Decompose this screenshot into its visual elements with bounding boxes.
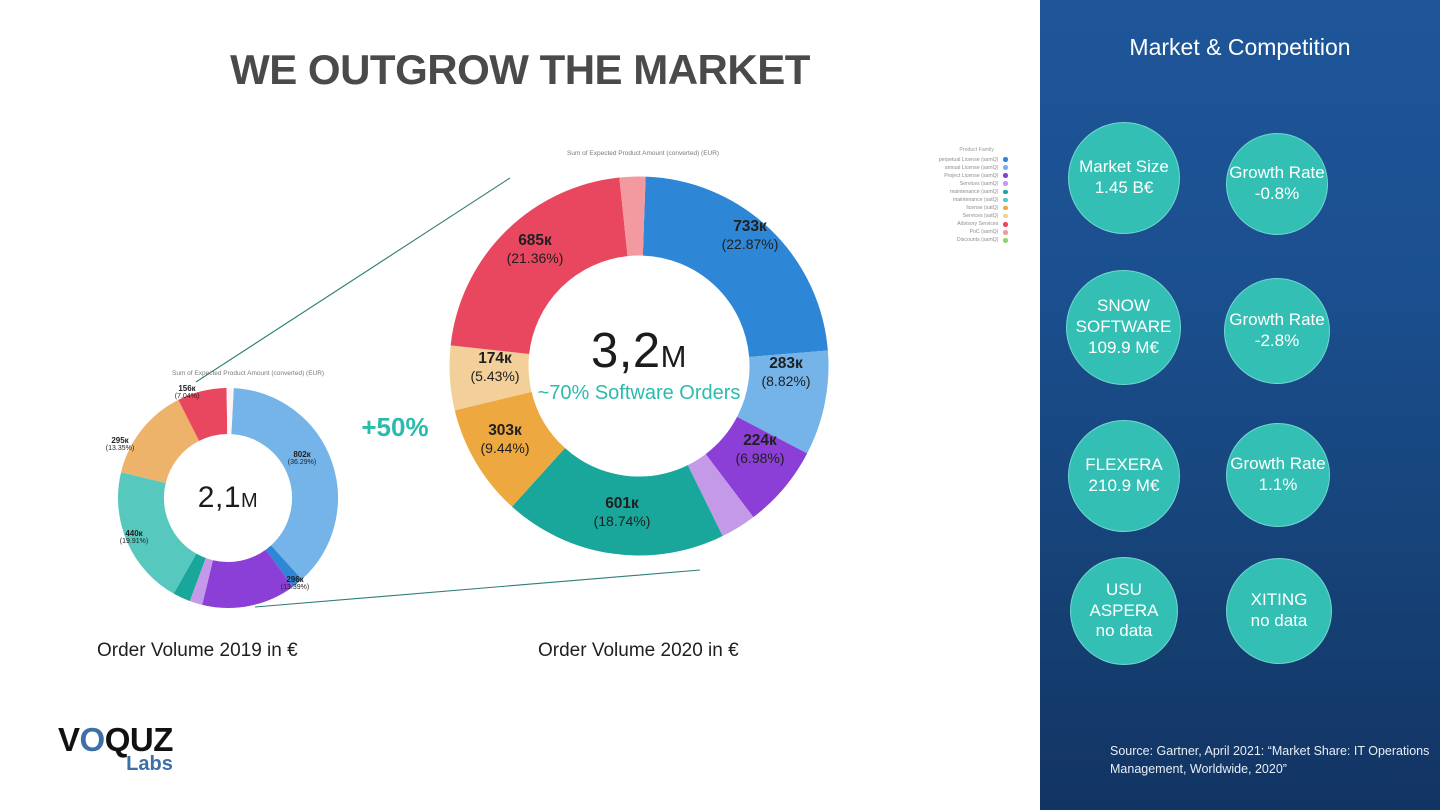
legend-item[interactable]: Discounts (samQ): [912, 237, 1008, 243]
legend-item-label: license (satQ): [966, 205, 999, 212]
legend-item[interactable]: annual License (samQ): [912, 165, 1008, 171]
legend-item-label: Services (satQ): [962, 213, 999, 220]
chart-legend: Product Family perpetual License (samQ) a…: [912, 147, 1008, 246]
metric-bubble-growth-rate-market[interactable]: Growth Rate -0.8%: [1226, 133, 1328, 235]
metric-bubble-xiting[interactable]: XITING no data: [1226, 558, 1332, 664]
legend-item-label: maintenance (satQ): [952, 196, 999, 203]
legend-item[interactable]: Project License (samQ): [912, 173, 1008, 179]
donut-segment[interactable]: [265, 545, 302, 587]
donut-segment[interactable]: [230, 388, 338, 580]
logo-wordmark: VOQUZ: [58, 721, 173, 758]
donut-segment[interactable]: [686, 453, 754, 537]
legend-item-label: maintenance (samQ): [949, 188, 999, 195]
legend-color-swatch-icon: [1003, 165, 1008, 170]
donut-segment[interactable]: [619, 176, 646, 257]
legend-item[interactable]: license (satQ): [912, 205, 1008, 211]
legend-color-swatch-icon: [1003, 221, 1008, 227]
growth-badge: +50%: [361, 412, 429, 442]
left-content-area: WE OUTGROW THE MARKET Sum of Expected Pr…: [58, 46, 1008, 774]
donut-chart-2020[interactable]: 3,2M ~70% Software Orders: [433, 160, 845, 572]
donut-chart-2019[interactable]: 2,1M: [108, 378, 348, 618]
legend-color-swatch-icon: [1003, 213, 1008, 219]
legend-color-swatch-icon: [1003, 197, 1008, 203]
legend-color-swatch-icon: [1003, 230, 1008, 235]
metric-bubble-text: FLEXERA 210.9 M€: [1085, 455, 1163, 495]
donut-segment[interactable]: [189, 557, 214, 605]
caption-2020: Order Volume 2020 in €: [538, 640, 739, 661]
chart-header-2020: Sum of Expected Product Amount (converte…: [567, 150, 720, 157]
donut-segment[interactable]: [178, 388, 229, 442]
legend-item[interactable]: Advisory Services: [912, 221, 1008, 227]
market-competition-panel: Market & Competition Market Size 1.45 B€ G…: [1040, 0, 1440, 810]
metric-bubble-market-size[interactable]: Market Size 1.45 B€: [1068, 122, 1180, 234]
donut-segment[interactable]: [641, 176, 828, 359]
donut-segment[interactable]: [121, 399, 200, 484]
donut-segment[interactable]: [173, 553, 207, 602]
legend-item[interactable]: PoC (samQ): [912, 229, 1008, 235]
legend-title: Product Family: [959, 147, 994, 153]
legend-item[interactable]: perpetual License (samQ): [912, 157, 1008, 163]
legend-item-label: Services (samQ): [959, 180, 999, 187]
legend-item-label: Advisory Services: [957, 221, 999, 228]
metric-bubble-snow-software[interactable]: SNOW SOFTWARE 109.9 M€: [1066, 270, 1181, 385]
legend-color-swatch-icon: [1003, 189, 1008, 195]
metric-bubble-usu-aspera[interactable]: USU ASPERA no data: [1070, 557, 1178, 665]
metric-bubble-text: Growth Rate -0.8%: [1229, 163, 1325, 203]
voquz-labs-logo: VOQUZ Labs: [58, 723, 173, 774]
metric-bubble-growth-rate-snow[interactable]: Growth Rate -2.8%: [1224, 278, 1330, 384]
donut-segment[interactable]: [704, 415, 808, 518]
legend-item-label: perpetual License (samQ): [938, 156, 999, 163]
legend-item-label: Project License (samQ): [944, 172, 999, 179]
metric-bubble-text: Market Size 1.45 B€: [1079, 157, 1169, 197]
legend-color-swatch-icon: [1003, 173, 1008, 178]
metric-bubble-growth-rate-flexera[interactable]: Growth Rate 1.1%: [1226, 423, 1330, 527]
donut-segment[interactable]: [512, 447, 723, 556]
logo-subtext: Labs: [126, 753, 173, 775]
legend-item-label: PoC (samQ): [969, 229, 999, 236]
metric-bubble-text: USU ASPERA no data: [1089, 579, 1159, 641]
legend-color-swatch-icon: [1003, 157, 1008, 162]
page-title: WE OUTGROW THE MARKET: [230, 46, 810, 93]
legend-item[interactable]: maintenance (satQ): [912, 197, 1008, 203]
caption-2019: Order Volume 2019 in €: [97, 640, 298, 661]
metric-bubble-text: XITING no data: [1250, 590, 1308, 630]
legend-color-swatch-icon: [1003, 238, 1008, 243]
metric-bubble-text: Growth Rate -2.8%: [1229, 310, 1325, 350]
donut-segment[interactable]: [450, 177, 629, 356]
panel-source-note: Source: Gartner, April 2021: “Market Sha…: [1110, 744, 1430, 777]
legend-item[interactable]: Services (satQ): [912, 213, 1008, 219]
donut-segment[interactable]: [202, 549, 293, 608]
donut-segment[interactable]: [454, 390, 566, 507]
legend-item[interactable]: Services (samQ): [912, 181, 1008, 187]
legend-item-label: Discounts (samQ): [956, 237, 999, 244]
chart-header-2019: Sum of Expected Product Amount (converte…: [172, 370, 325, 377]
donut-segment[interactable]: [449, 345, 532, 411]
metric-bubble-text: SNOW SOFTWARE 109.9 M€: [1075, 296, 1172, 357]
legend-color-swatch-icon: [1003, 205, 1008, 211]
panel-title: Market & Competition: [1129, 34, 1351, 60]
donut-2019-svg: [118, 388, 338, 608]
legend-color-swatch-icon: [1003, 181, 1008, 187]
metric-bubble-text: Growth Rate 1.1%: [1230, 454, 1326, 494]
donut-2020-svg: [449, 176, 829, 556]
metric-bubble-flexera[interactable]: FLEXERA 210.9 M€: [1068, 420, 1180, 532]
donut-segment[interactable]: [736, 350, 829, 454]
legend-item[interactable]: maintenance (samQ): [912, 189, 1008, 195]
legend-item-label: annual License (samQ): [944, 164, 999, 171]
donut-segment[interactable]: [118, 472, 198, 594]
